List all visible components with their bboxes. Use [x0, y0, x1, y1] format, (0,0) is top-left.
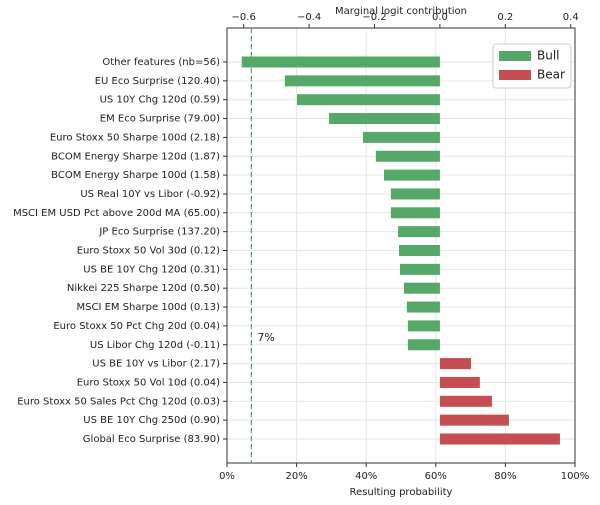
y-tick-label: BCOM Energy Sharpe 120d (1.87)	[51, 151, 220, 162]
y-tick-label: Euro Stoxx 50 Sales Pct Chg 120d (0.03)	[17, 396, 220, 407]
y-tick-label: US BE 10Y Chg 250d (0.90)	[83, 415, 220, 426]
y-tick-label: Global Eco Surprise (83.90)	[83, 434, 220, 445]
bar	[390, 207, 440, 219]
bar	[398, 226, 440, 238]
x-tick-label-bottom: 20%	[285, 471, 307, 482]
bar	[329, 113, 440, 125]
bar	[406, 301, 440, 313]
bar	[439, 376, 480, 388]
y-tick-label: MSCI EM Sharpe 100d (0.13)	[77, 302, 221, 313]
y-tick-label: Euro Stoxx 50 Pct Chg 20d (0.04)	[53, 321, 220, 332]
legend-swatch	[499, 51, 531, 61]
y-tick-label: EM Eco Surprise (79.00)	[100, 114, 220, 125]
bar	[439, 414, 509, 426]
x-tick-label-top: 0.4	[563, 12, 579, 23]
bar	[407, 320, 440, 332]
x-tick-label-top: 0.0	[432, 12, 448, 23]
legend-label: Bear	[537, 68, 565, 82]
bar	[363, 131, 440, 143]
threshold-label: 7%	[257, 331, 274, 344]
y-tick-label: US 10Y Chg 120d (0.59)	[100, 95, 220, 106]
y-tick-label: US BE 10Y vs Libor (2.17)	[92, 359, 220, 370]
y-tick-label: Euro Stoxx 50 Vol 30d (0.12)	[77, 246, 220, 257]
y-tick-label: US BE 10Y Chg 120d (0.31)	[83, 264, 220, 275]
bar	[407, 339, 440, 351]
bar	[296, 94, 440, 106]
x-axis-title-top: Marginal logit contribution	[335, 6, 467, 17]
bar	[439, 395, 492, 407]
y-tick-label: Other features (nb=56)	[102, 57, 220, 68]
x-tick-label-top: −0.6	[232, 12, 256, 23]
y-tick-label: BCOM Energy Sharpe 100d (1.58)	[51, 170, 220, 181]
bar	[400, 263, 440, 275]
x-tick-label-top: −0.4	[297, 12, 321, 23]
y-tick-label: US Libor Chg 120d (-0.11)	[90, 340, 220, 351]
x-tick-label-bottom: 60%	[425, 471, 447, 482]
bar	[375, 150, 440, 162]
y-tick-label: US Real 10Y vs Libor (-0.92)	[80, 189, 220, 200]
x-tick-label-top: 0.2	[497, 12, 513, 23]
legend-swatch	[499, 70, 531, 80]
bar	[403, 282, 440, 294]
x-tick-label-bottom: 40%	[355, 471, 377, 482]
y-tick-label: Euro Stoxx 50 Sharpe 100d (2.18)	[50, 132, 220, 143]
y-tick-label: Euro Stoxx 50 Vol 10d (0.04)	[77, 377, 220, 388]
x-axis-title-bottom: Resulting probability	[350, 487, 453, 498]
x-tick-label-bottom: 80%	[494, 471, 516, 482]
y-tick-label: MSCI EM USD Pct above 200d MA (65.00)	[13, 208, 220, 219]
bar	[399, 245, 440, 256]
bar	[383, 169, 440, 181]
x-tick-label-bottom: 100%	[561, 471, 590, 482]
bar	[439, 358, 471, 370]
plot-frame	[226, 27, 576, 464]
bar	[439, 433, 560, 445]
x-tick-label-bottom: 0%	[219, 471, 235, 482]
bar	[284, 75, 440, 87]
y-tick-label: Nikkei 225 Sharpe 120d (0.50)	[67, 283, 220, 294]
y-tick-label: JP Eco Surprise (137.20)	[98, 227, 220, 238]
bar	[390, 188, 440, 200]
x-tick-label-top: −0.2	[362, 12, 386, 23]
bar	[241, 56, 440, 68]
y-tick-label: EU Eco Surprise (120.40)	[95, 76, 220, 87]
legend-label: Bull	[537, 49, 560, 63]
